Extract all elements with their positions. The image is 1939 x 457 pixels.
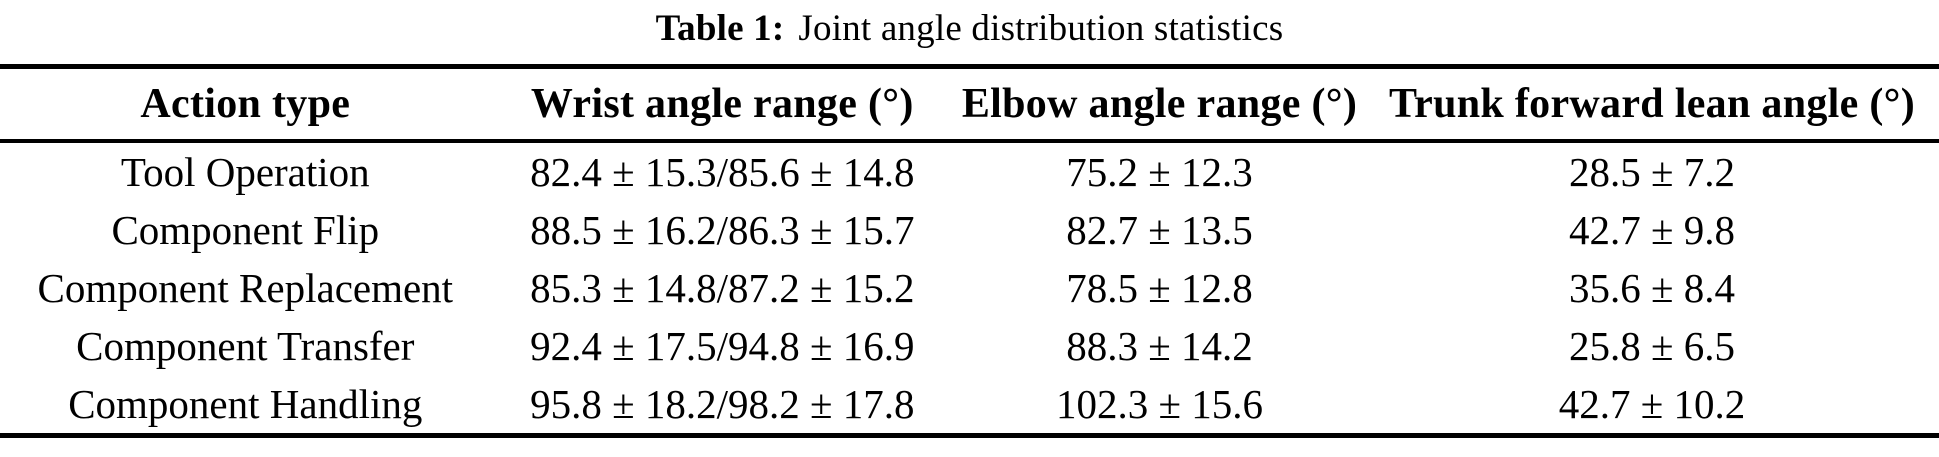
table-row: Component Replacement 85.3 ± 14.8/87.2 ± …: [0, 259, 1939, 317]
joint-angle-statistics-table: Action type Wrist angle range (°) Elbow …: [0, 64, 1939, 438]
table-cell: 35.6 ± 8.4: [1569, 265, 1736, 311]
table-row: Component Flip 88.5 ± 16.2/86.3 ± 15.7 82.…: [0, 201, 1939, 259]
table-cell: 88.3 ± 14.2: [1066, 323, 1253, 369]
table-caption-label: Table 1:: [655, 8, 785, 49]
table-cell: 42.7 ± 10.2: [1558, 381, 1746, 427]
table-cell: 102.3 ± 15.6: [1055, 381, 1263, 427]
table-cell: Component Transfer: [76, 323, 415, 369]
table-cell: 78.5 ± 12.8: [1066, 265, 1253, 311]
column-header-trunk-forward-lean-angle: Trunk forward lean angle (°): [1365, 66, 1939, 143]
table-cell: 82.7 ± 13.5: [1066, 207, 1253, 253]
table-cell: Component Handling: [68, 381, 423, 427]
table-cell: 82.4 ± 15.3/85.6 ± 14.8: [530, 149, 915, 195]
table-cell: 95.8 ± 18.2/98.2 ± 17.8: [530, 381, 915, 427]
column-header-action-type: Action type: [0, 66, 491, 143]
table-cell: 85.3 ± 14.8/87.2 ± 15.2: [530, 265, 915, 311]
column-header-elbow-angle-range: Elbow angle range (°): [953, 66, 1366, 143]
table-caption-title: Joint angle distribution statistics: [798, 8, 1284, 49]
table-body: Tool Operation 82.4 ± 15.3/85.6 ± 14.8 75.…: [0, 141, 1939, 436]
table-cell: 28.5 ± 7.2: [1569, 149, 1736, 195]
table-cell: 25.8 ± 6.5: [1569, 323, 1736, 369]
table-cell: 92.4 ± 17.5/94.8 ± 16.9: [530, 323, 915, 369]
table-cell: 42.7 ± 9.8: [1569, 207, 1736, 253]
table-row: Component Transfer 92.4 ± 17.5/94.8 ± 16.…: [0, 317, 1939, 375]
table-row: Tool Operation 82.4 ± 15.3/85.6 ± 14.8 75.…: [0, 141, 1939, 201]
column-header-wrist-angle-range: Wrist angle range (°): [490, 66, 954, 143]
table-cell: 75.2 ± 12.3: [1066, 149, 1253, 195]
table-cell: Component Flip: [111, 207, 380, 253]
table-header-row: Action type Wrist angle range (°) Elbow …: [0, 66, 1939, 143]
table-caption: Table 1: Joint angle distribution statist…: [0, 0, 1939, 64]
table-cell: Tool Operation: [120, 149, 370, 195]
table-cell: Component Replacement: [37, 265, 454, 311]
table-figure: Table 1: Joint angle distribution statist…: [0, 0, 1939, 438]
table-cell: 88.5 ± 16.2/86.3 ± 15.7: [530, 207, 915, 253]
table-row: Component Handling 95.8 ± 18.2/98.2 ± 17.…: [0, 375, 1939, 436]
